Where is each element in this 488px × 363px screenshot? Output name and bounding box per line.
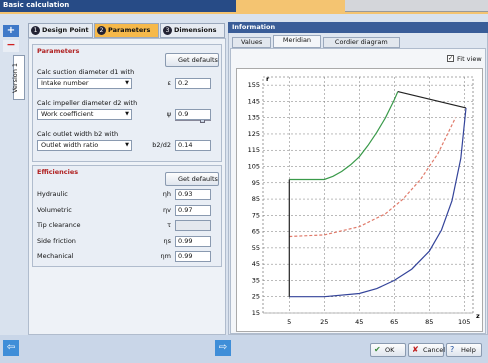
button-icon: ✔: [374, 345, 381, 354]
get-defaults-button[interactable]: Get defaults: [165, 53, 219, 67]
symbol: ηm: [160, 252, 171, 260]
button-label: Help: [461, 346, 476, 354]
view-tab[interactable]: Meridian: [273, 35, 321, 48]
fit-view-label: Fit view: [457, 55, 482, 63]
get-defaults-button[interactable]: Get defaults: [165, 172, 219, 186]
field-label: Calc outlet width b2 with: [37, 130, 119, 138]
chart: 15 25 35 45 55 65 75 85 95 105 115 125 135 145 155 5 25 4…: [236, 68, 483, 332]
tab[interactable]: [94, 23, 159, 38]
text-input[interactable]: 0.93: [175, 189, 211, 200]
y-tick-label: 135: [248, 114, 260, 122]
text-input[interactable]: 0.99: [175, 235, 211, 247]
dropdown[interactable]: Intake number: [37, 78, 132, 89]
field-label: Side friction: [37, 236, 76, 245]
series-line: [288, 91, 467, 297]
y-tick-label: 45: [252, 260, 260, 268]
next-button[interactable]: ⇨: [215, 340, 231, 356]
info-header: Information: [228, 22, 488, 33]
y-tick-label: 145: [248, 97, 260, 105]
view-tab[interactable]: Cordier diagram: [322, 37, 400, 48]
symbol: ε: [167, 79, 171, 87]
y-tick-label: 115: [248, 146, 260, 154]
group-title: Parameters: [37, 47, 80, 55]
y-tick-label: 125: [248, 130, 260, 138]
field-label: Mechanical: [37, 252, 74, 260]
version-label: Version 1: [11, 62, 20, 94]
view-tab[interactable]: Values: [232, 37, 272, 48]
symbol: τ: [167, 221, 171, 229]
y-axis-label: r: [266, 75, 270, 83]
tab[interactable]: [160, 23, 225, 38]
dropdown[interactable]: Outlet width ratio: [37, 140, 132, 151]
group-title: Efficiencies: [37, 168, 79, 176]
text-input[interactable]: 0.2: [175, 78, 211, 89]
y-tick-label: 105: [248, 163, 260, 171]
tab-label: Design Point: [42, 26, 89, 34]
button-label: Get defaults: [178, 56, 218, 64]
top-right-bar: [345, 0, 488, 12]
fit-view-checkbox[interactable]: ✓: [447, 55, 454, 62]
symbol: b2/d2: [152, 141, 171, 149]
series-line: [289, 117, 457, 238]
tab[interactable]: [28, 23, 93, 38]
y-tick-label: 155: [248, 81, 260, 89]
series-line: [289, 91, 399, 181]
button-label: Get defaults: [178, 175, 218, 183]
footer-button[interactable]: [370, 343, 406, 357]
footer: [0, 335, 488, 363]
field-label: Tip clearance: [37, 221, 81, 229]
add-button[interactable]: +: [3, 25, 19, 37]
footer-button[interactable]: [446, 343, 482, 357]
symbol: ηv: [163, 205, 171, 214]
x-tick-label: 105: [458, 318, 470, 326]
x-axis-label: z: [476, 312, 480, 320]
y-tick-label: 75: [252, 211, 260, 219]
x-tick-label: 85: [425, 318, 433, 326]
text-input[interactable]: 0.9: [175, 109, 211, 120]
x-tick-label: 65: [390, 318, 398, 326]
tab-label: Dimensions: [174, 26, 217, 34]
tab-label: Parameters: [108, 26, 151, 34]
y-tick-label: 65: [252, 228, 260, 236]
y-tick-label: 55: [252, 244, 260, 252]
y-tick-label: 85: [252, 195, 260, 203]
tab-number: 2: [97, 26, 106, 35]
x-tick-label: 5: [287, 318, 291, 326]
y-tick-label: 35: [252, 276, 260, 284]
symbol: ψ: [166, 110, 171, 118]
text-input[interactable]: 0.99: [175, 251, 211, 262]
button-icon: ?: [450, 345, 455, 354]
x-tick-label: 25: [320, 318, 328, 326]
button-icon: ✘: [412, 345, 419, 354]
field-label: Volumetric: [37, 205, 72, 214]
button-label: Cancel: [423, 346, 446, 354]
text-input[interactable]: 0.14: [175, 140, 211, 151]
series-line: [289, 107, 467, 298]
version-tab[interactable]: Version 1: [11, 55, 25, 100]
plot-frame: [262, 76, 474, 314]
tab-number: 3: [163, 26, 172, 35]
tab-number: 1: [31, 26, 40, 35]
remove-button[interactable]: −: [3, 39, 19, 52]
text-input[interactable]: [175, 220, 211, 231]
symbol: ηh: [162, 190, 171, 198]
field-label: Calc suction diameter d1 with: [37, 68, 135, 76]
y-tick-label: 15: [252, 309, 260, 317]
window-title: Basic calculation: [3, 1, 70, 9]
dropdown[interactable]: Work coefficient: [37, 109, 132, 120]
y-tick-label: 25: [252, 293, 260, 301]
text-input[interactable]: 0.97: [175, 204, 211, 216]
footer-button[interactable]: [408, 343, 444, 357]
x-tick-label: 45: [355, 318, 363, 326]
button-label: OK: [385, 346, 395, 354]
field-label: Calc impeller diameter d2 with: [37, 99, 138, 107]
back-button[interactable]: ⇦: [3, 340, 19, 356]
symbol: ηs: [163, 236, 171, 245]
title-bar: Basic calculation: [0, 0, 236, 12]
info-title: Information: [232, 23, 276, 31]
y-tick-label: 95: [252, 179, 260, 187]
field-label: Hydraulic: [37, 190, 68, 198]
